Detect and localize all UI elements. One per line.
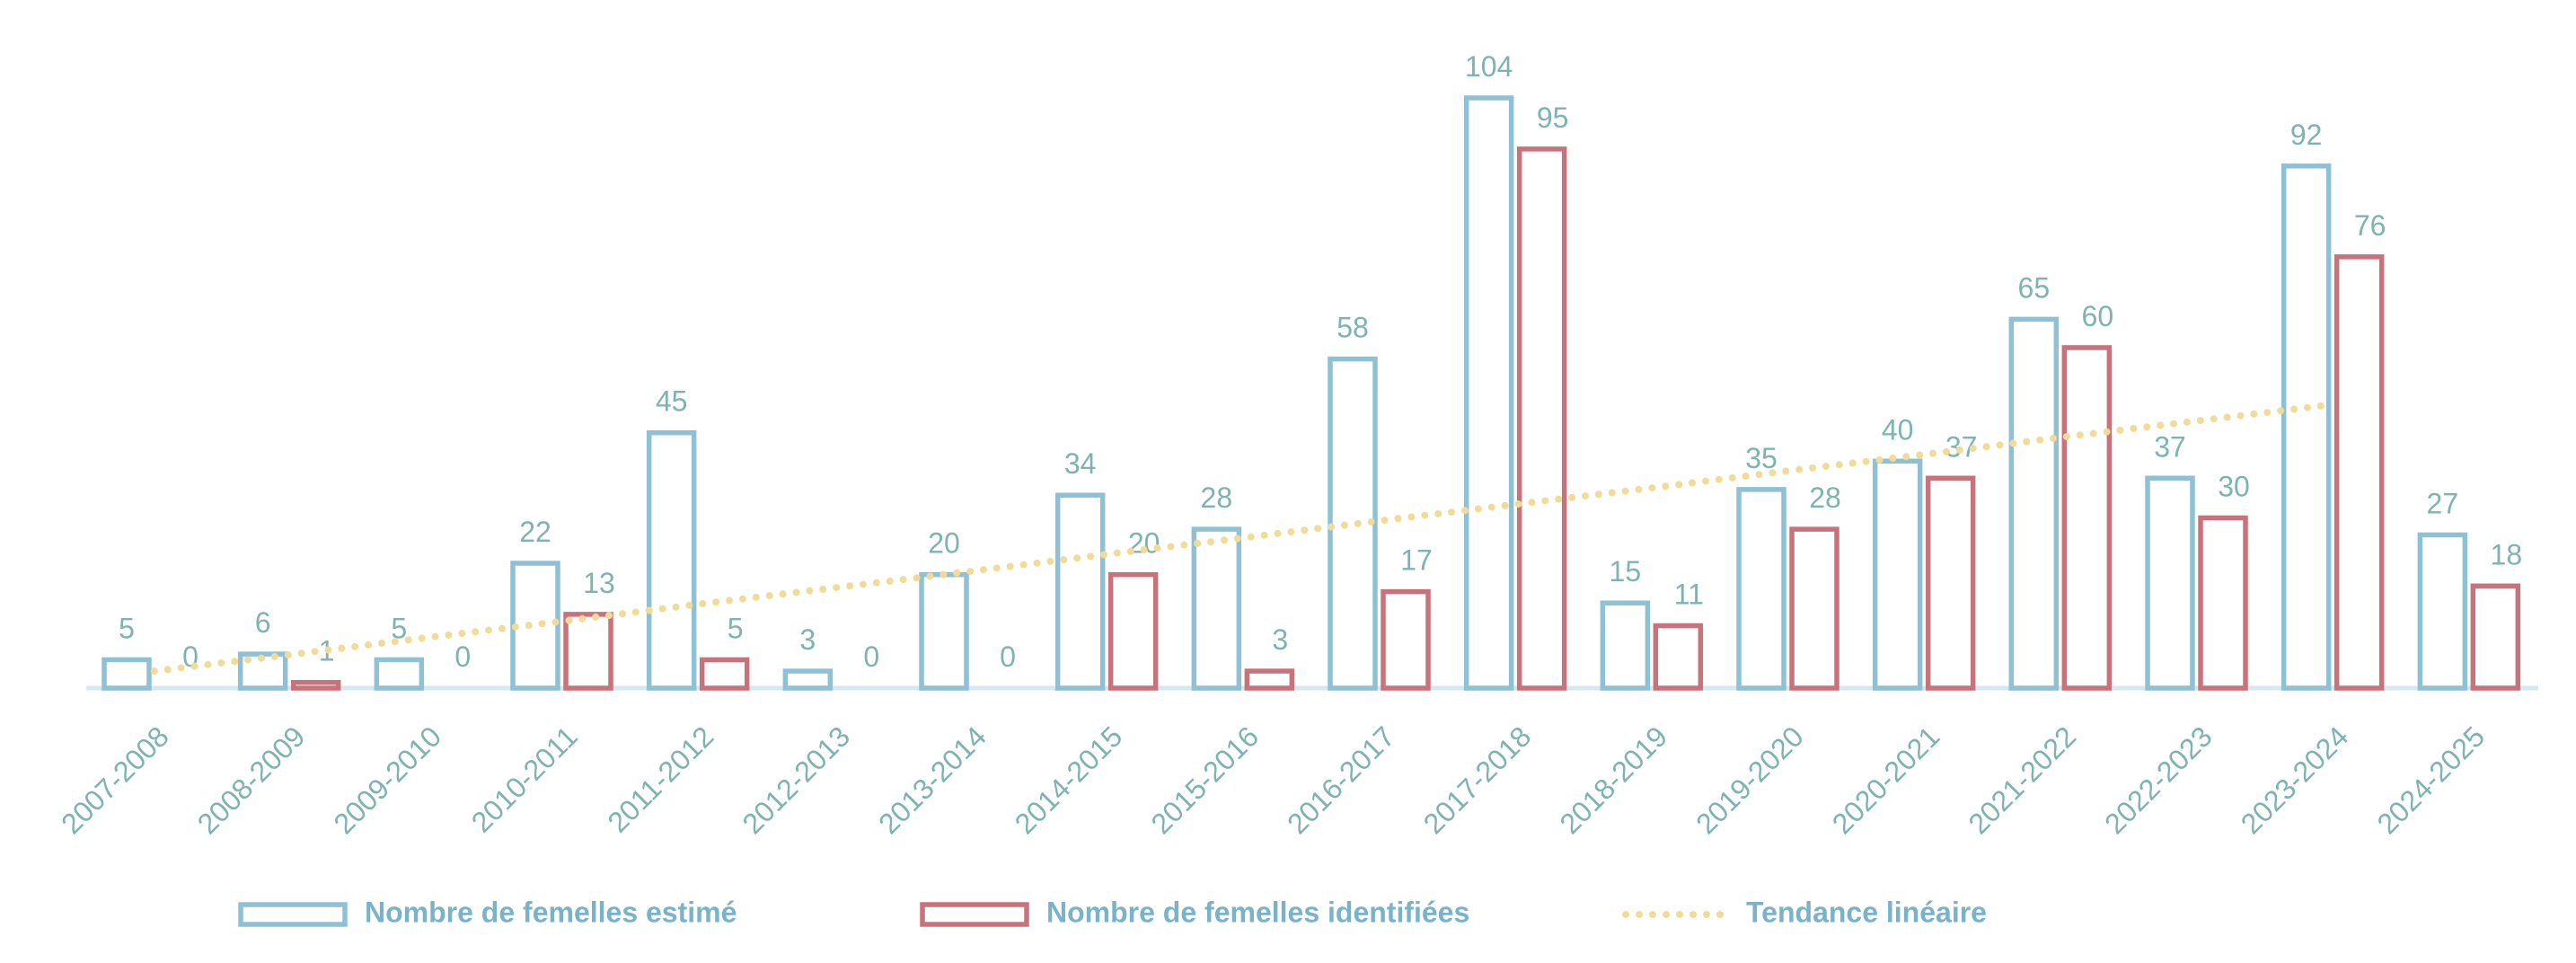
value-label: 92 bbox=[2290, 119, 2323, 151]
value-label: 76 bbox=[2354, 209, 2386, 242]
x-tick-label: 2024-2025 bbox=[2370, 720, 2491, 840]
legend-label: Nombre de femelles identifiées bbox=[1046, 896, 1469, 928]
x-tick-label: 2017-2018 bbox=[1417, 720, 1538, 840]
x-tick-label: 2021-2022 bbox=[1962, 720, 2082, 840]
bar bbox=[1516, 146, 1567, 691]
value-label: 27 bbox=[2427, 487, 2459, 519]
bar bbox=[782, 668, 834, 691]
bar bbox=[1107, 571, 1159, 691]
value-label: 20 bbox=[1128, 527, 1160, 560]
value-label: 3 bbox=[1272, 623, 1288, 656]
value-label: 5 bbox=[391, 612, 407, 644]
value-label: 35 bbox=[1745, 442, 1778, 474]
value-label: 0 bbox=[863, 641, 879, 673]
bar bbox=[1872, 458, 1923, 691]
bar bbox=[2333, 254, 2385, 691]
value-label: 15 bbox=[1610, 555, 1642, 588]
value-label: 45 bbox=[656, 385, 688, 418]
x-tick-label: 2022-2023 bbox=[2098, 720, 2219, 840]
bar bbox=[101, 657, 152, 691]
x-tick-label: 2014-2015 bbox=[1009, 720, 1129, 840]
x-tick-label: 2011-2012 bbox=[601, 720, 719, 838]
bar bbox=[2417, 532, 2468, 691]
x-tick-label: 2013-2014 bbox=[872, 720, 992, 840]
value-label: 95 bbox=[1537, 102, 1569, 134]
x-tick-label: 2018-2019 bbox=[1553, 720, 1673, 840]
bar bbox=[919, 571, 969, 691]
bar bbox=[1191, 526, 1242, 691]
x-tick-label: 2019-2020 bbox=[1689, 720, 1810, 840]
value-label: 30 bbox=[2218, 470, 2250, 502]
value-label: 11 bbox=[1674, 579, 1704, 611]
bar bbox=[237, 651, 288, 691]
value-label: 20 bbox=[928, 527, 960, 560]
bar bbox=[374, 657, 425, 691]
bar bbox=[699, 657, 750, 691]
x-tick-label: 2023-2024 bbox=[2235, 720, 2355, 840]
bar bbox=[2280, 163, 2332, 691]
value-label: 37 bbox=[2154, 430, 2186, 463]
value-label: 28 bbox=[1809, 482, 1841, 514]
value-label: 60 bbox=[2082, 300, 2114, 332]
trend-line bbox=[150, 401, 2338, 676]
x-tick-label: 2015-2016 bbox=[1144, 720, 1265, 840]
bar bbox=[2061, 345, 2113, 691]
bar bbox=[1381, 588, 1431, 691]
x-tick-label: 2007-2008 bbox=[55, 720, 175, 840]
value-label: 5 bbox=[119, 612, 135, 644]
legend-swatch bbox=[238, 902, 348, 927]
bar bbox=[1054, 492, 1106, 691]
value-label: 5 bbox=[728, 612, 744, 644]
bar bbox=[510, 561, 560, 691]
value-label: 17 bbox=[1400, 544, 1433, 577]
value-label: 3 bbox=[799, 623, 816, 656]
bar bbox=[563, 612, 613, 691]
bar bbox=[1736, 487, 1786, 691]
bar bbox=[1600, 600, 1651, 691]
value-label: 18 bbox=[2491, 538, 2523, 570]
value-label: 65 bbox=[2018, 271, 2051, 304]
value-label: 34 bbox=[1064, 447, 1097, 480]
bar bbox=[646, 429, 697, 691]
x-tick-label: 2008-2009 bbox=[191, 720, 312, 840]
bar bbox=[1463, 95, 1514, 691]
bar bbox=[2470, 583, 2521, 691]
x-tick-label: 2010-2011 bbox=[465, 720, 584, 838]
value-label: 0 bbox=[454, 641, 471, 673]
legend-label: Tendance linéaire bbox=[1746, 896, 1987, 928]
legend-swatch bbox=[920, 902, 1029, 927]
bar bbox=[2198, 515, 2248, 691]
x-tick-label: 2020-2021 bbox=[1826, 720, 1946, 840]
x-tick-label: 2012-2013 bbox=[736, 720, 856, 840]
value-label: 22 bbox=[519, 516, 551, 548]
bar bbox=[1925, 475, 1976, 691]
bar bbox=[290, 679, 341, 691]
value-label: 58 bbox=[1337, 312, 1369, 344]
value-label: 13 bbox=[583, 567, 615, 599]
x-tick-label: 2016-2017 bbox=[1281, 720, 1401, 840]
bar bbox=[2145, 475, 2195, 691]
bar bbox=[1653, 623, 1704, 691]
bar bbox=[1789, 526, 1839, 691]
bar bbox=[1244, 668, 1295, 691]
value-label: 28 bbox=[1201, 482, 1233, 514]
value-label: 40 bbox=[1882, 413, 1914, 446]
bar bbox=[2008, 316, 2060, 691]
value-label: 0 bbox=[1000, 641, 1016, 673]
value-label: 6 bbox=[255, 606, 271, 639]
legend-label: Nombre de femelles estimé bbox=[365, 896, 737, 928]
value-label: 104 bbox=[1465, 50, 1513, 83]
x-tick-label: 2009-2010 bbox=[327, 720, 447, 840]
